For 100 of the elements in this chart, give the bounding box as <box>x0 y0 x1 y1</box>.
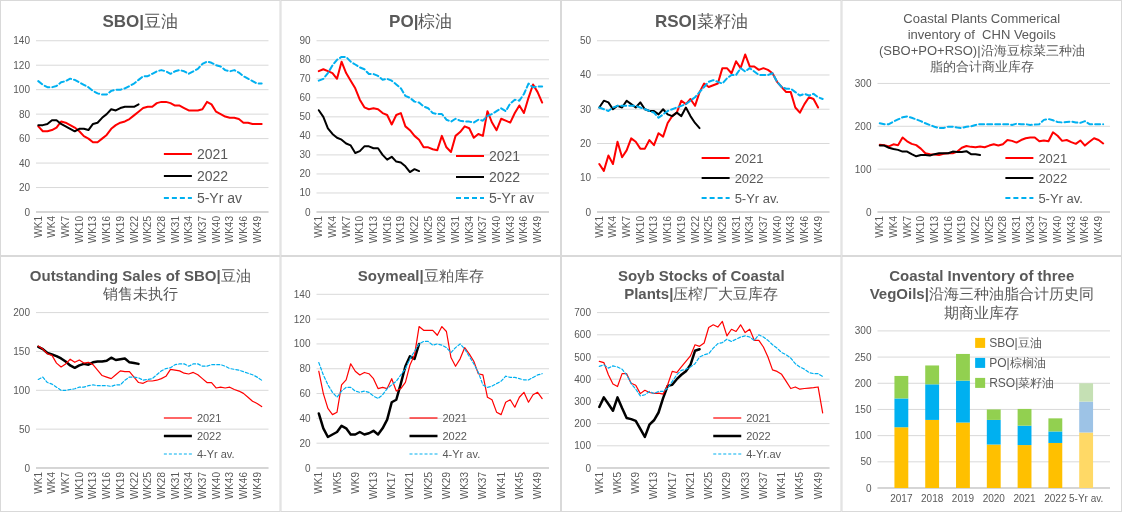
y-tick-label: 400 <box>574 373 592 385</box>
x-tick-label: WK9 <box>630 471 642 494</box>
x-tick-label: WK37 <box>477 215 489 244</box>
x-tick-label: WK37 <box>196 215 208 244</box>
bar <box>1048 418 1063 432</box>
y-tick-label: 80 <box>18 108 31 120</box>
x-tick-label: 2017 <box>890 493 913 504</box>
x-tick-label: WK7 <box>901 215 913 238</box>
y-tick-label: 250 <box>854 351 872 363</box>
y-tick-label: 50 <box>18 423 31 435</box>
x-tick-label: WK34 <box>183 471 195 500</box>
y-tick-label: 20 <box>299 437 311 449</box>
x-tick-label: WK19 <box>675 215 687 244</box>
x-tick-label: WK25 <box>703 215 715 244</box>
x-tick-label: WK34 <box>183 215 195 244</box>
x-tick-label: WK25 <box>703 471 715 500</box>
x-tick-label: WK7 <box>60 471 72 494</box>
x-tick-label: WK46 <box>1079 215 1091 244</box>
x-tick-label: WK37 <box>196 471 208 500</box>
line-series <box>598 53 820 172</box>
bar <box>925 365 940 385</box>
y-tick-label: 0 <box>585 206 592 218</box>
x-tick-label: 2021 <box>1013 493 1037 504</box>
y-tick-label: 300 <box>854 325 872 337</box>
bar <box>925 384 940 420</box>
x-tick-label: WK4 <box>46 215 58 238</box>
line-series <box>598 67 824 119</box>
bar <box>1079 401 1094 433</box>
x-tick-label: WK13 <box>87 215 99 244</box>
x-tick-label: WK19 <box>956 215 968 244</box>
x-tick-label: WK1 <box>32 215 44 238</box>
x-tick-label: WK22 <box>128 215 140 244</box>
line-series <box>317 342 421 439</box>
y-tick-label: 50 <box>579 35 592 47</box>
x-tick-label: WK5 <box>612 471 624 494</box>
y-tick-label: 10 <box>299 187 311 199</box>
x-tick-label: WK43 <box>224 471 236 500</box>
legend-label: 5-Yr av. <box>1038 190 1083 206</box>
x-tick-label: WK13 <box>648 471 660 500</box>
x-tick-label: WK10 <box>354 215 366 244</box>
chart-title: Outstanding Sales of SBO|豆油销售未执行 <box>29 267 251 303</box>
x-tick-label: WK9 <box>349 471 361 494</box>
line-series <box>878 115 1105 130</box>
y-tick-label: 50 <box>299 111 311 123</box>
x-tick-label: WK34 <box>463 215 475 244</box>
x-tick-label: WK43 <box>1065 215 1077 244</box>
bar <box>1079 383 1094 402</box>
y-tick-label: 60 <box>18 133 31 145</box>
x-tick-label: WK28 <box>997 215 1009 244</box>
line-series <box>598 320 824 414</box>
x-tick-label: WK19 <box>114 215 126 244</box>
y-tick-label: 10 <box>579 172 592 184</box>
x-tick-label: WK4 <box>326 215 338 238</box>
y-tick-label: 60 <box>299 388 311 400</box>
x-tick-label: WK28 <box>716 215 728 244</box>
y-tick-label: 20 <box>18 182 31 194</box>
y-tick-label: 200 <box>854 120 872 132</box>
line-series <box>37 100 263 144</box>
x-tick-label: WK37 <box>757 215 769 244</box>
x-tick-label: WK25 <box>422 215 434 244</box>
x-tick-label: WK41 <box>776 471 788 500</box>
bar <box>956 422 970 488</box>
x-tick-label: WK49 <box>812 471 824 500</box>
x-tick-label: WK19 <box>395 215 407 244</box>
y-tick-label: 100 <box>854 163 872 175</box>
x-tick-label: WK43 <box>504 215 516 244</box>
legend-label: 2022 <box>489 168 521 185</box>
line-series <box>37 345 263 408</box>
x-tick-label: WK19 <box>114 471 126 500</box>
x-tick-label: WK16 <box>662 215 674 244</box>
y-tick-label: 40 <box>299 130 311 142</box>
y-tick-label: 100 <box>854 430 872 442</box>
bar <box>894 398 909 428</box>
x-tick-label: WK29 <box>721 471 733 500</box>
x-tick-label: WK49 <box>532 471 544 500</box>
x-tick-label: WK22 <box>409 215 421 244</box>
y-tick-label: 100 <box>13 384 31 396</box>
chart-title: Soyb Stocks of Coastal Plants|压榨厂大豆库存 <box>617 267 785 303</box>
legend-label: PO|棕榈油 <box>989 356 1046 371</box>
x-tick-label: WK37 <box>477 471 489 500</box>
chart-title: Coastal Inventory of three VegOils|沿海三种油脂合计历史同期商业库存 <box>869 267 1094 321</box>
y-tick-label: 150 <box>13 345 31 357</box>
bar <box>894 375 909 399</box>
y-tick-label: 120 <box>293 313 311 325</box>
legend-label: SBO|豆油 <box>989 336 1042 351</box>
y-tick-label: 100 <box>13 84 31 96</box>
y-tick-label: 100 <box>574 440 592 452</box>
legend-label: 4-Yr.av <box>746 447 782 460</box>
x-tick-label: WK40 <box>771 215 783 244</box>
x-tick-label: WK33 <box>459 471 471 500</box>
y-tick-label: 150 <box>854 403 872 415</box>
x-tick-label: WK46 <box>237 471 249 500</box>
x-tick-label: WK31 <box>730 215 742 244</box>
bar <box>1079 432 1094 488</box>
legend-label: 5-Yr av. <box>734 190 780 206</box>
x-tick-label: WK13 <box>928 215 940 244</box>
x-tick-label: WK46 <box>518 215 530 244</box>
bar <box>986 444 1001 488</box>
x-tick-label: WK1 <box>313 471 325 494</box>
x-tick-label: WK25 <box>142 471 154 500</box>
